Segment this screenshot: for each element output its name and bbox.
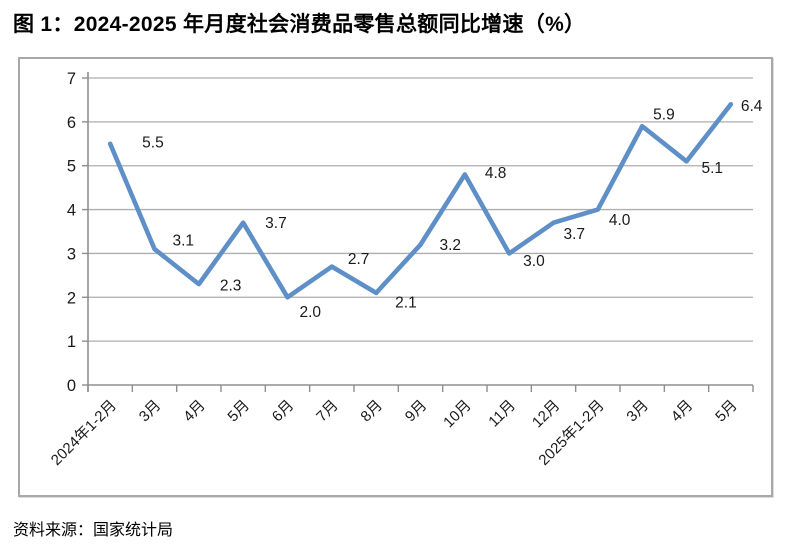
x-tick-label: 3月 <box>623 397 652 426</box>
data-label: 6.4 <box>741 98 763 115</box>
data-label: 3.7 <box>564 226 586 243</box>
data-label: 2.3 <box>220 278 242 295</box>
x-tick-label: 11月 <box>485 397 519 431</box>
y-tick-label: 7 <box>67 70 76 88</box>
y-tick-label: 5 <box>67 158 76 176</box>
x-tick-label: 7月 <box>313 397 342 426</box>
data-label: 2.7 <box>348 251 370 268</box>
x-tick-label: 10月 <box>440 397 474 431</box>
x-tick-label: 9月 <box>402 397 431 426</box>
x-tick-label: 8月 <box>357 397 386 426</box>
x-tick-label: 6月 <box>269 397 298 426</box>
data-label: 5.9 <box>653 107 675 124</box>
y-tick-label: 0 <box>67 377 76 395</box>
x-tick-label: 4月 <box>180 397 209 426</box>
data-label: 3.7 <box>265 215 287 232</box>
y-gridlines <box>88 77 753 342</box>
data-label: 4.8 <box>485 165 507 182</box>
x-tick-label: 3月 <box>136 397 165 426</box>
series-line <box>107 102 734 300</box>
source-note: 资料来源：国家统计局 <box>13 522 174 539</box>
data-label: 2.1 <box>395 294 417 311</box>
y-tick-label: 3 <box>67 245 76 263</box>
data-label: 3.0 <box>523 253 545 270</box>
axes <box>82 72 754 392</box>
chart-title: 图 1：2024-2025 年月度社会消费品零售总额同比增速（%） <box>13 13 586 36</box>
x-tick-label: 5月 <box>712 397 741 426</box>
data-label: 5.1 <box>702 160 724 177</box>
y-tick-label: 6 <box>67 114 76 132</box>
x-tick-label: 5月 <box>224 397 253 426</box>
y-tick-label: 4 <box>67 202 76 220</box>
y-tick-label: 1 <box>67 333 76 351</box>
data-label: 2.0 <box>300 304 322 321</box>
data-labels: 5.5 3.1 2.3 3.7 2.0 2.7 2.1 3.2 4.8 3.0 3.7 4.0 5.9 5… <box>142 98 763 321</box>
x-tick-labels: 2024年1-2月 3月 4月 5月 6月 7月 8月 9月 10月 11月 12月2025年1-2… <box>48 397 741 469</box>
y-tick-label: 2 <box>67 289 76 307</box>
data-label: 5.5 <box>142 134 164 151</box>
x-tick-label: 2024年1-2月 <box>48 397 120 469</box>
data-label: 4.0 <box>609 212 631 229</box>
data-label: 3.1 <box>173 233 195 250</box>
data-label: 3.2 <box>440 237 462 254</box>
x-tick-label: 4月 <box>668 397 697 426</box>
y-tick-labels: 0 1 2 3 4 5 6 7 <box>67 70 76 395</box>
x-tick-label: 12月 <box>529 397 563 431</box>
